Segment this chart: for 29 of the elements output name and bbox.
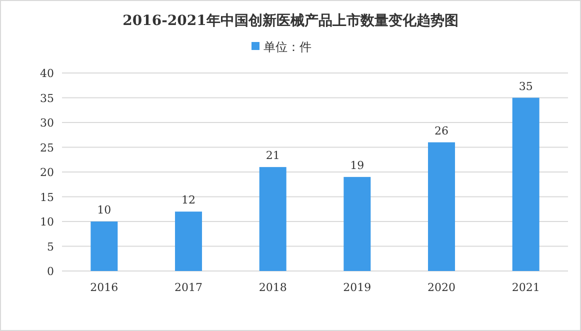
y-tick-label: 5 (47, 240, 54, 254)
x-tick-label: 2017 (174, 281, 202, 294)
data-label: 35 (518, 80, 533, 93)
x-tick-label: 2016 (90, 281, 118, 294)
y-tick-label: 0 (47, 265, 54, 278)
bar (259, 167, 286, 271)
x-tick-label: 2020 (428, 281, 456, 294)
bar (344, 176, 371, 271)
y-tick-label: 10 (40, 216, 54, 228)
legend-label: 单位：件 (264, 40, 312, 54)
y-tick-label: 30 (40, 116, 54, 130)
x-tick-label: 2018 (258, 281, 287, 294)
bar (512, 98, 540, 271)
bar (428, 142, 455, 271)
title: 2016-2021年中国创新医械产品上市数量变化趋势图 (122, 13, 458, 29)
data-label: 26 (434, 124, 448, 138)
data-label: 19 (350, 158, 364, 172)
y-tick-label: 35 (40, 92, 54, 105)
y-tick-label: 20 (40, 166, 54, 179)
y-tick-label: 25 (40, 141, 54, 154)
x-tick-label: 2019 (343, 281, 372, 294)
bar (90, 222, 118, 271)
data-label: 12 (182, 194, 196, 207)
x-tick-label: 2021 (512, 281, 540, 294)
bar (175, 212, 202, 271)
y-tick-label: 15 (40, 190, 54, 204)
data-label: 21 (266, 149, 280, 162)
y-tick-label: 40 (40, 67, 54, 80)
data-label: 10 (97, 204, 112, 216)
